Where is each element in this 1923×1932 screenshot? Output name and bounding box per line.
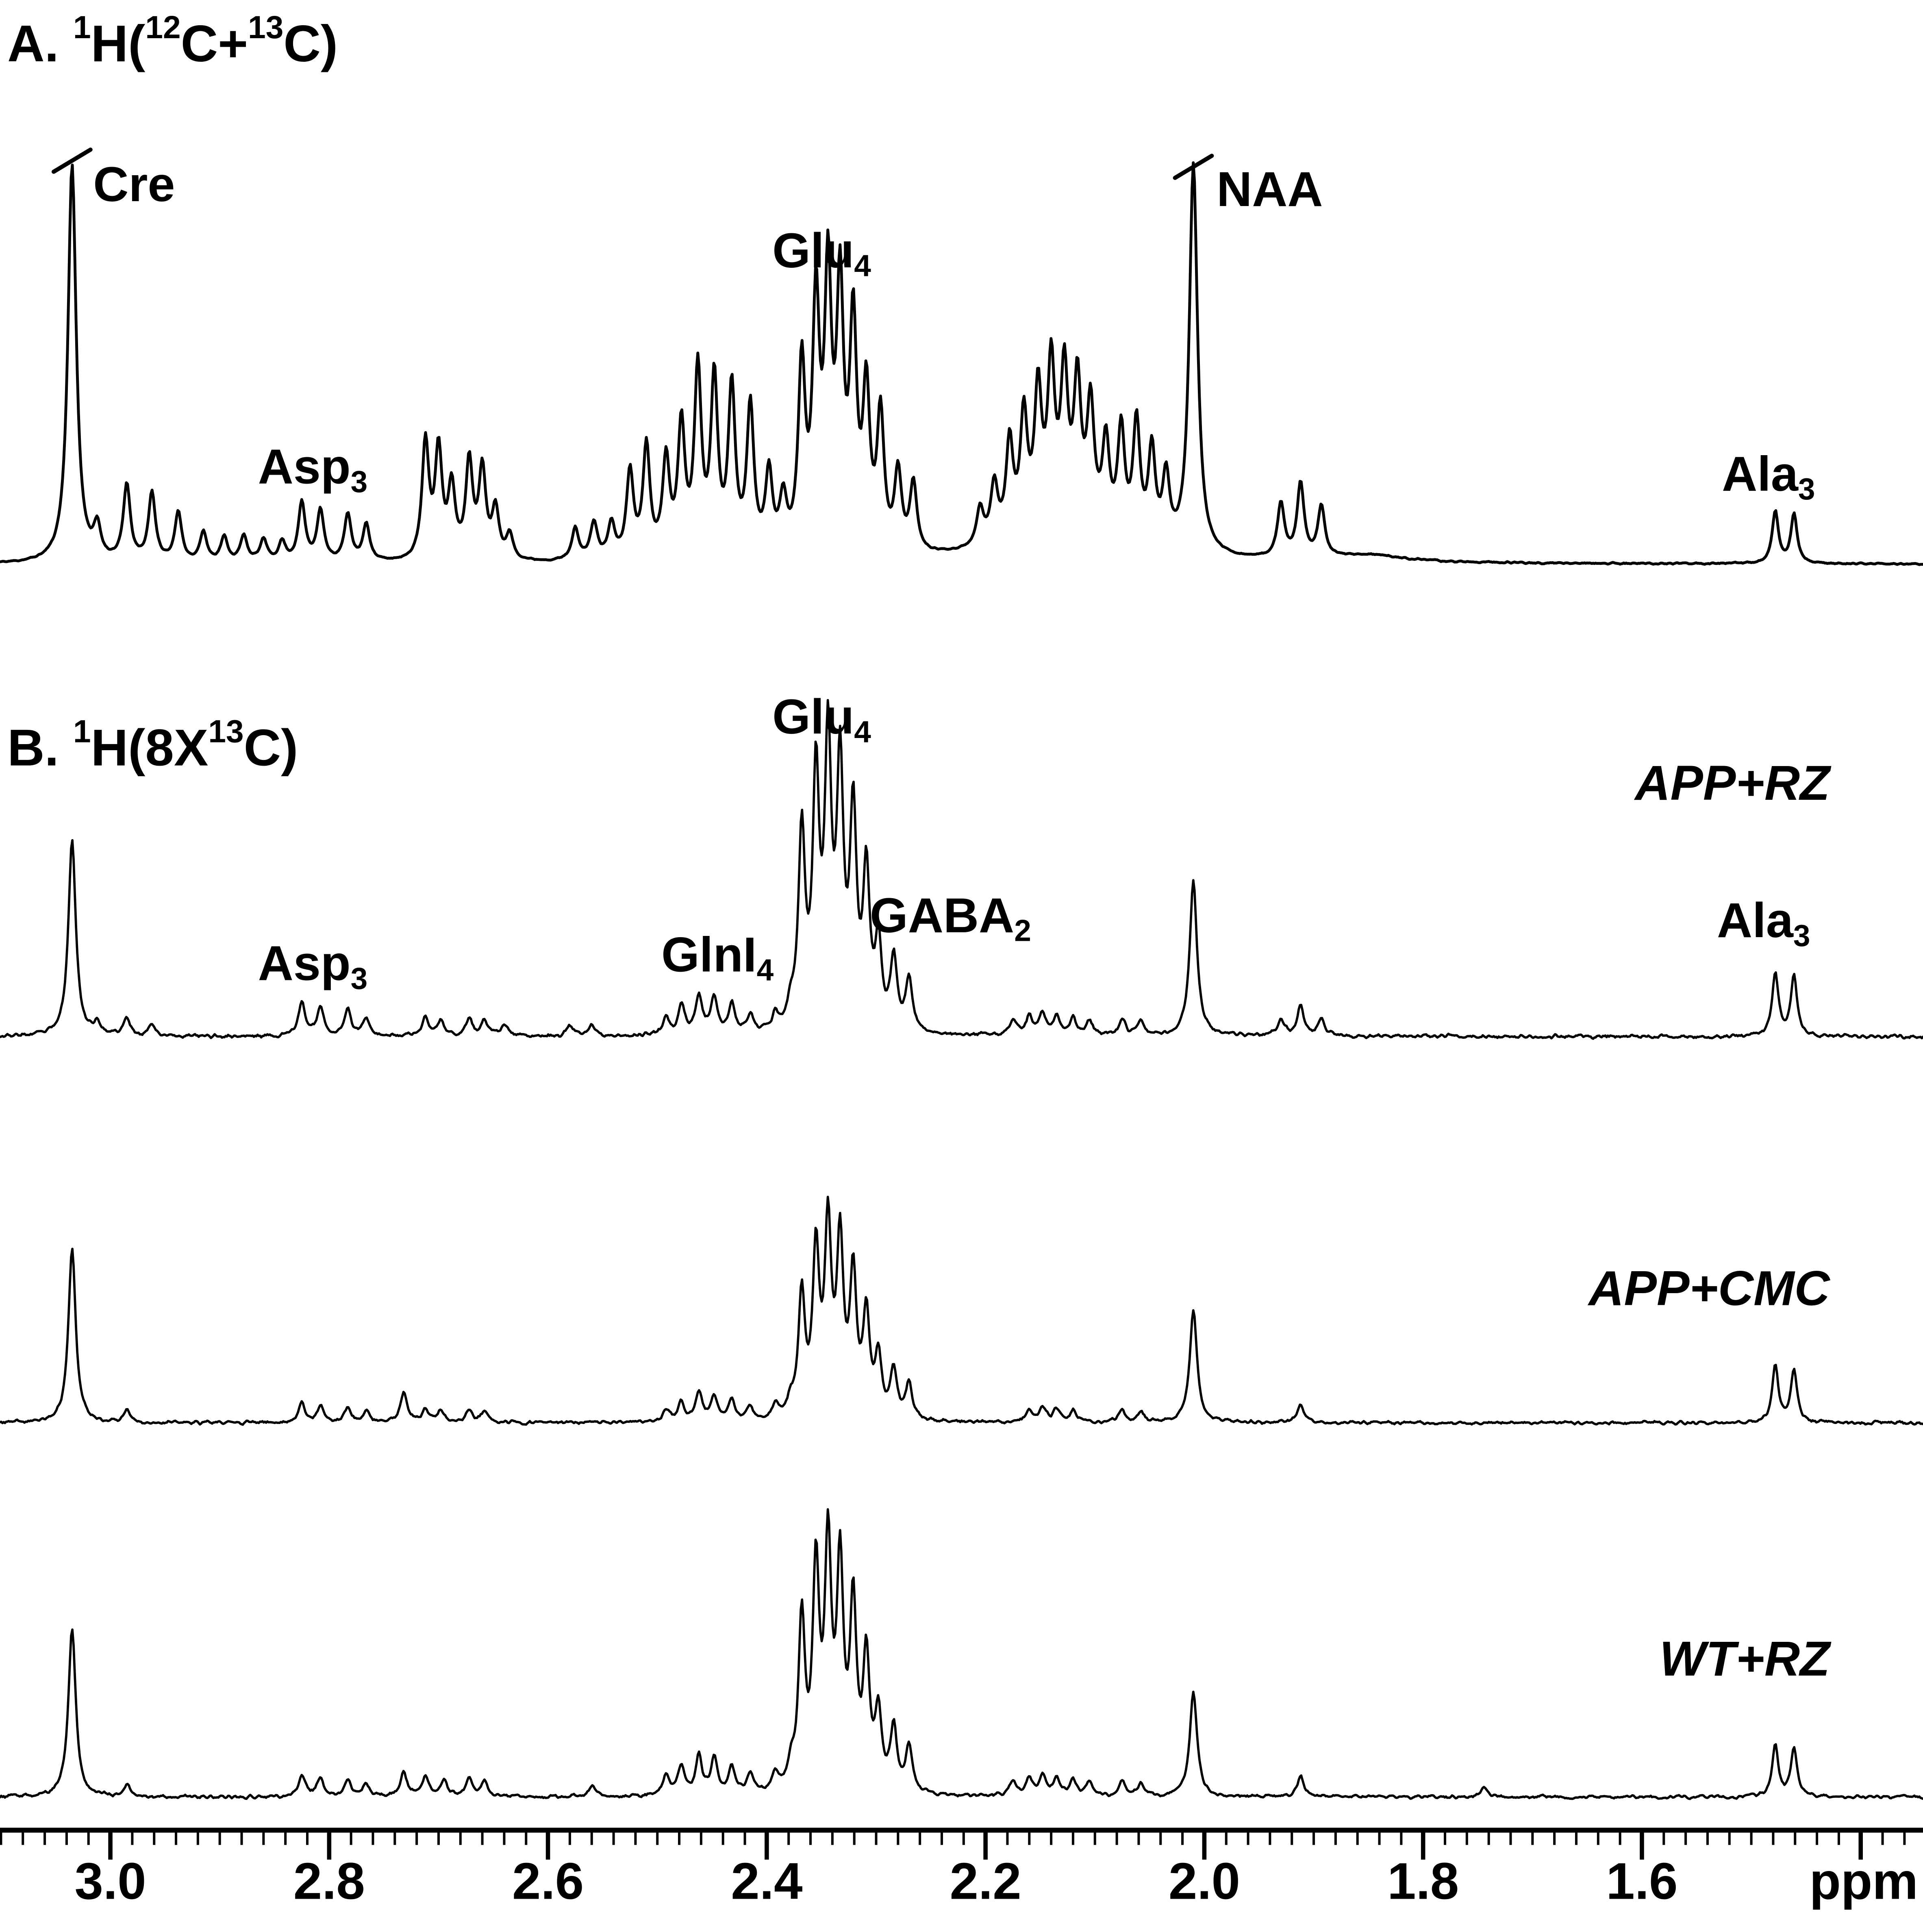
trace-label-wt-rz: WT+RZ xyxy=(1660,1631,1832,1686)
peak-label-cre: Cre xyxy=(93,157,175,212)
peak-label-ala3-b: Ala3 xyxy=(1717,893,1810,953)
x-axis: 3.0 2.8 2.6 2.4 2.2 2.0 1.8 1.6 ppm xyxy=(0,1828,1923,1910)
x-tick-label: 2.4 xyxy=(731,1852,802,1910)
x-tick-label: 3.0 xyxy=(74,1852,146,1910)
peak-label-naa: NAA xyxy=(1217,162,1323,217)
x-tick-label: 2.0 xyxy=(1169,1852,1240,1910)
spectrum-trace-b3 xyxy=(0,1508,1923,1800)
spectrum-trace-a xyxy=(0,161,1923,566)
peak-label-ala3-a: Ala3 xyxy=(1722,446,1815,506)
trace-label-app-rz: APP+RZ xyxy=(1634,755,1832,810)
truncation-mark xyxy=(1173,154,1214,180)
trace-label-app-cmc: APP+CMC xyxy=(1587,1261,1830,1316)
spectrum-trace-b1 xyxy=(0,699,1923,1040)
peak-label-glni4-b: GlnI4 xyxy=(661,927,774,987)
x-tick-label: 1.6 xyxy=(1606,1852,1677,1910)
peak-label-asp3-a: Asp3 xyxy=(258,439,368,499)
peak-label-glu4-b: Glu4 xyxy=(772,689,871,749)
peak-label-glu4-a: Glu4 xyxy=(772,223,871,283)
x-tick-label: 1.8 xyxy=(1387,1852,1459,1910)
panel-a-title: A. 1H(12C+13C) xyxy=(7,9,338,72)
truncation-mark xyxy=(51,148,93,174)
peak-label-asp3-b: Asp3 xyxy=(258,936,368,996)
x-tick-label: 2.8 xyxy=(293,1852,365,1910)
peak-label-gaba2-b: GABA2 xyxy=(870,888,1031,948)
x-tick-label: 2.6 xyxy=(512,1852,584,1910)
spectrum-trace-b2 xyxy=(0,1196,1923,1426)
panel-b-title: B. 1H(8X13C) xyxy=(7,713,298,776)
x-axis-unit-label: ppm xyxy=(1809,1852,1918,1910)
x-tick-label: 2.2 xyxy=(950,1852,1021,1910)
